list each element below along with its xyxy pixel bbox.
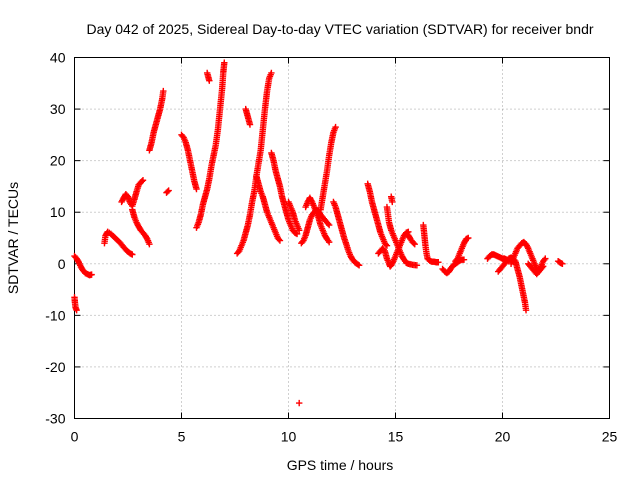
data-point [88,271,95,278]
y-axis-label: SDTVAR / TECUs [5,182,21,294]
data-point [410,239,417,247]
data-point [165,187,172,194]
data-point [325,238,333,246]
data-point [435,259,442,266]
data-point [465,234,472,242]
data-point [539,263,547,270]
data-point [332,123,339,131]
x-tick-label: 15 [388,429,404,445]
data-point [355,262,363,269]
data-point [460,256,468,263]
x-tick-label: 20 [495,429,511,445]
y-tick-label: -10 [45,307,65,323]
data-point [296,399,303,407]
x-tick-label: 5 [178,429,186,445]
data-point [559,260,566,267]
data-point [524,243,531,251]
data-point [73,307,80,314]
y-tick-label: 20 [50,153,66,169]
data-point [324,220,332,228]
data-point [542,255,549,262]
data-point [541,256,548,264]
y-tick-label: 30 [50,101,66,117]
x-axis-label: GPS time / hours [287,457,394,473]
data-point [383,242,391,249]
axis-ticks: 0 5 10 15 20 25 -30 -20 -10 0 10 20 30 40 [45,50,617,445]
data-point [325,221,333,229]
data-point [538,264,546,271]
data-point [143,234,150,242]
plot-frame [74,57,610,419]
y-tick-label: 40 [50,50,66,66]
data-point [276,237,284,244]
data-point [293,230,301,238]
data-point [139,177,147,184]
data-point [129,251,136,258]
x-tick-label: 10 [281,429,297,445]
x-tick-label: 25 [602,429,618,445]
data-point [354,261,362,268]
data-points [71,59,566,407]
y-tick-label: 0 [58,256,66,272]
chart-title: Day 042 of 2025, Sidereal Day-to-day VTE… [86,21,593,37]
data-point [389,259,396,266]
data-point [296,227,303,234]
data-point [411,240,418,248]
y-tick-label: 10 [50,204,66,220]
data-point [138,178,146,185]
data-point [193,185,200,193]
data-point [275,236,283,243]
y-tick-label: -30 [45,411,65,427]
data-point [268,69,275,77]
data-point [206,77,213,84]
data-point [146,240,153,248]
y-tick-label: -20 [45,359,65,375]
data-point [522,307,530,314]
data-point [160,87,167,95]
data-point [382,241,390,248]
data-point [221,59,228,66]
data-point [413,262,421,269]
data-point [308,197,315,204]
data-point [389,198,396,206]
data-point [246,121,254,128]
x-tick-label: 0 [71,429,79,445]
data-point [164,188,171,195]
